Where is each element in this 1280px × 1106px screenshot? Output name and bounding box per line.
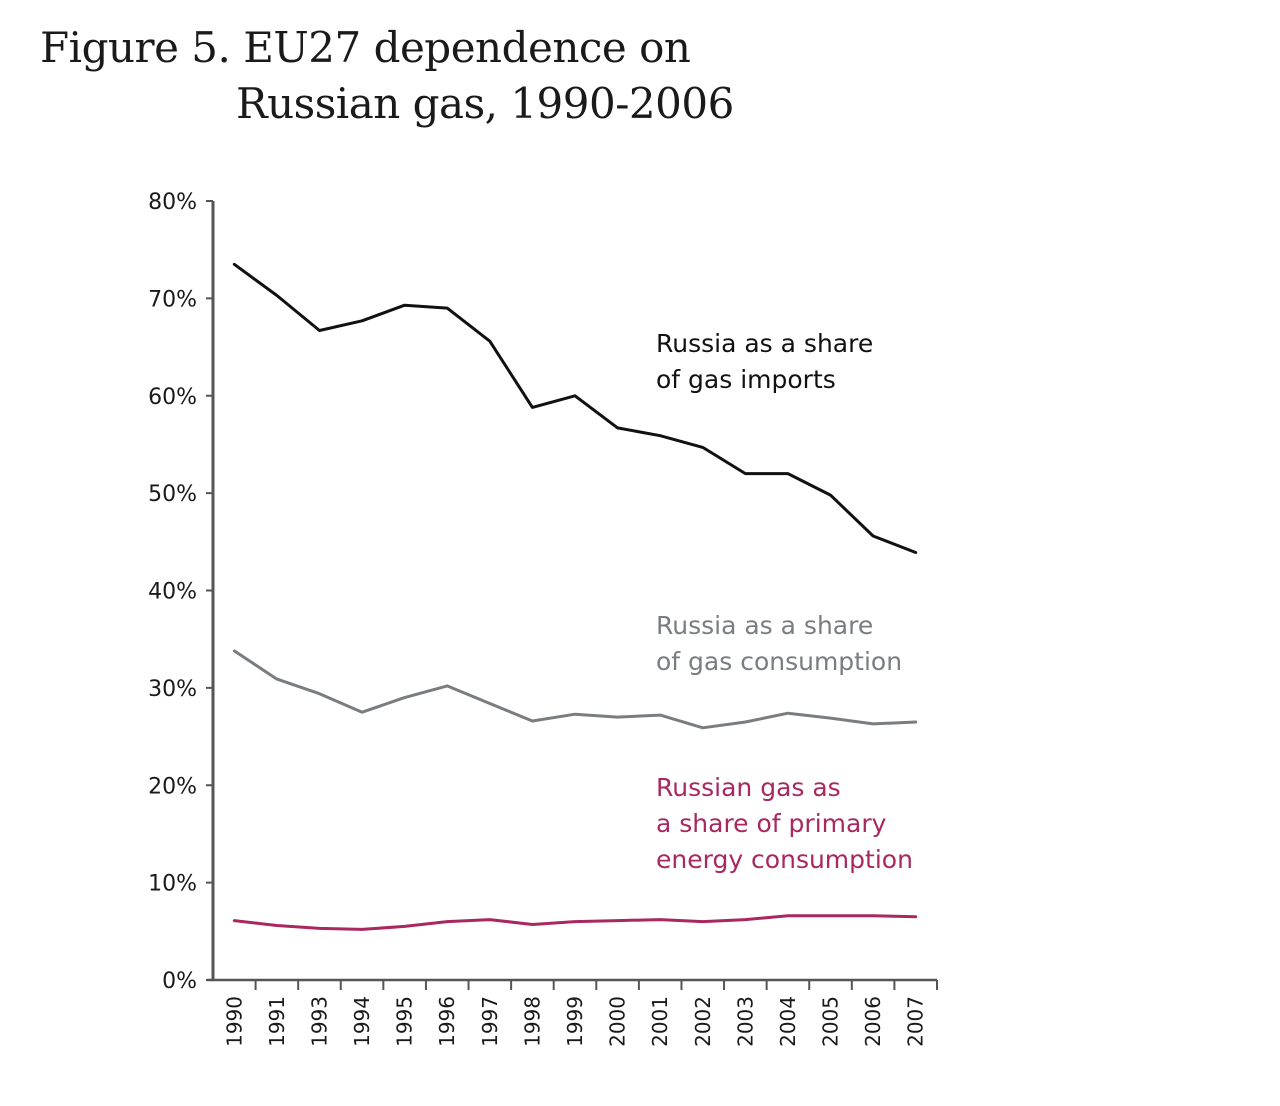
x-tick-label: 2007 <box>904 996 928 1047</box>
x-tick-label: 1994 <box>350 996 374 1047</box>
y-tick-label: 0% <box>162 969 197 994</box>
x-tick-label: 1991 <box>265 996 289 1047</box>
x-tick-label: 1993 <box>307 996 331 1047</box>
x-tick-label: 2000 <box>606 996 630 1047</box>
series-label-2: Russian gas as <box>656 773 841 802</box>
y-tick-label: 70% <box>148 287 197 312</box>
series-label-0: of gas imports <box>656 365 836 394</box>
y-tick-label: 30% <box>148 677 197 702</box>
x-tick-label: 2004 <box>776 996 800 1047</box>
x-tick-label: 2005 <box>819 996 843 1047</box>
series-line-1 <box>232 649 918 730</box>
series-label-2: a share of primary <box>656 809 887 838</box>
figure-title-line2: Russian gas, 1990-2006 <box>236 79 734 128</box>
figure-title-line1: Figure 5. EU27 dependence on <box>40 23 691 72</box>
x-tick-label: 1990 <box>222 996 246 1047</box>
x-tick-label: 2003 <box>733 996 757 1047</box>
x-tick-label: 1995 <box>393 996 417 1047</box>
y-tick-label: 80% <box>148 190 197 215</box>
series-label-1: of gas consumption <box>656 647 902 676</box>
series-label-0: Russia as a share <box>656 329 873 358</box>
y-tick-label: 60% <box>148 385 197 410</box>
series-label-2: energy consumption <box>656 845 913 874</box>
x-tick-label: 1997 <box>478 996 502 1047</box>
series-line-2 <box>232 914 918 931</box>
x-tick-label: 1999 <box>563 996 587 1047</box>
x-tick-label: 1996 <box>435 996 459 1047</box>
series-line-0 <box>232 262 918 554</box>
y-tick-label: 20% <box>148 774 197 799</box>
x-tick-label: 2001 <box>648 996 672 1047</box>
y-tick-label: 10% <box>148 872 197 897</box>
y-tick-label: 40% <box>148 580 197 605</box>
axes: 0% 10% 20% 30% 40% 50% 60% 70% 80% 1990 1991 1993 19… <box>148 190 938 1047</box>
x-tick-label: 1998 <box>520 996 544 1047</box>
annotations: Russia as a share of gas imports Russia as… <box>656 329 913 874</box>
series-group <box>232 262 918 931</box>
y-tick-label: 50% <box>148 482 197 507</box>
x-tick-label: 2006 <box>861 996 885 1047</box>
x-tick-label: 2002 <box>691 996 715 1047</box>
figure-title: Figure 5. EU27 dependence on Russian gas… <box>40 20 734 132</box>
series-label-1: Russia as a share <box>656 611 873 640</box>
